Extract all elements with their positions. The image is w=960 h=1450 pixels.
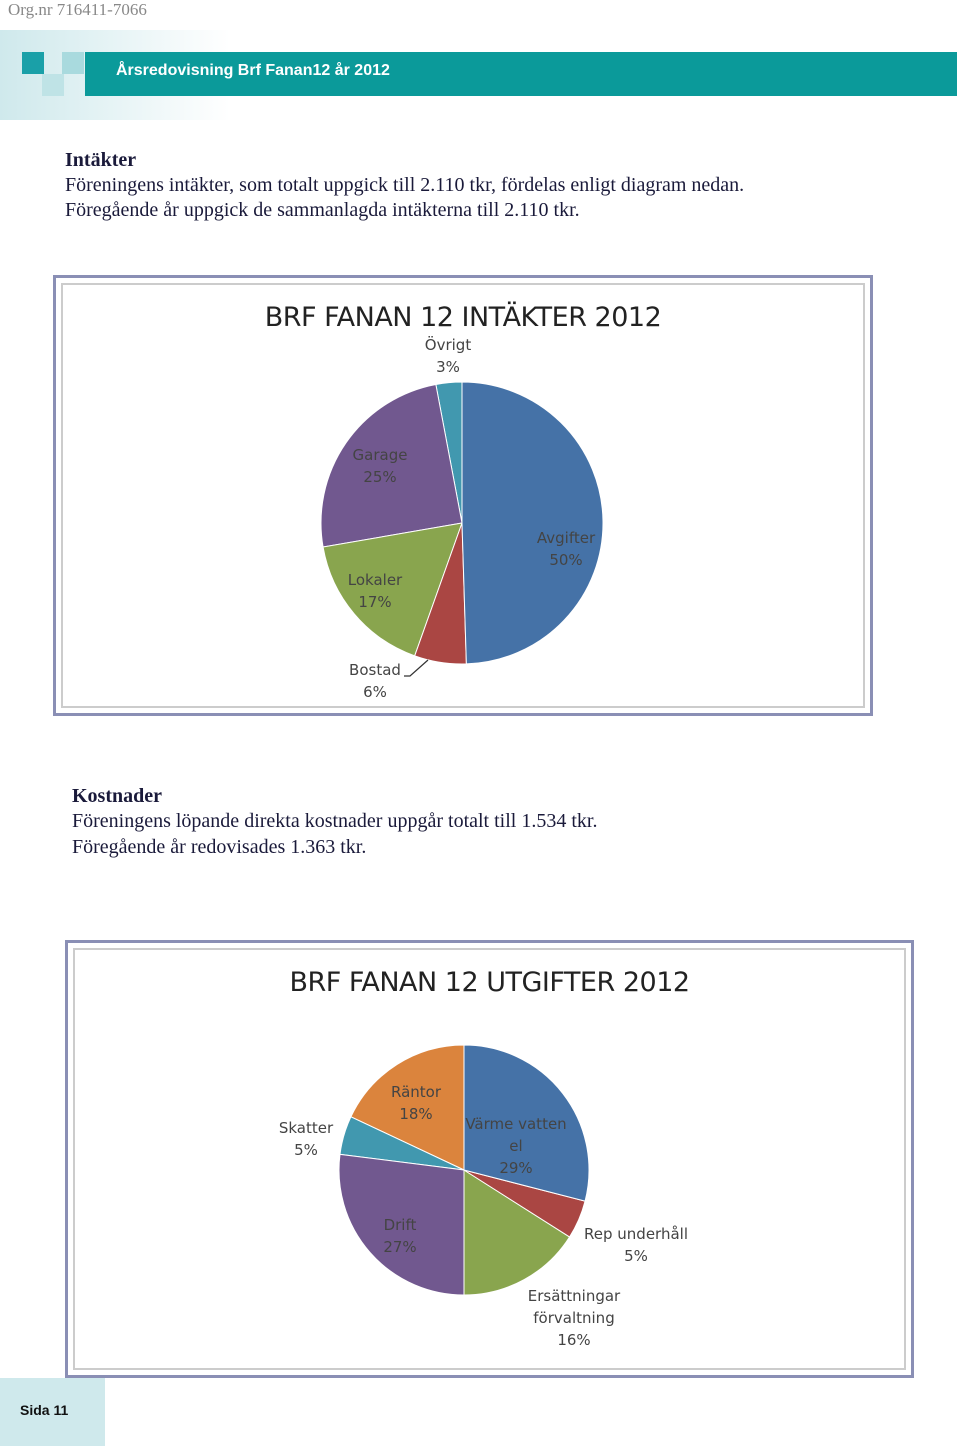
pie-slice <box>322 522 463 657</box>
category-label: Rep underhåll <box>584 1225 688 1243</box>
slice-label: Garage 25% <box>335 444 425 488</box>
category-label: Lokaler <box>347 571 403 589</box>
pie-slice <box>350 1044 465 1171</box>
slice-label: Skatter 5% <box>266 1117 346 1161</box>
value-label: 5% <box>624 1247 648 1265</box>
value-label: 50% <box>549 551 583 569</box>
section-heading: Intäkter <box>65 149 137 171</box>
paragraph-line: Föregående år redovisades 1.363 tkr. <box>72 836 367 858</box>
category-label: Avgifter <box>536 529 596 547</box>
slice-label: Räntor 18% <box>376 1081 456 1125</box>
section-heading: Kostnader <box>72 785 162 807</box>
header-square <box>42 74 64 96</box>
value-label: 6% <box>363 683 387 701</box>
page-number: Sida 11 <box>20 1402 69 1418</box>
paragraph-line: Föreningens intäkter, som totalt uppgick… <box>65 174 745 196</box>
value-label: 27% <box>383 1238 417 1256</box>
chart-title: BRF FANAN 12 UTGIFTER 2012 <box>289 967 690 998</box>
chart-title: BRF FANAN 12 INTÄKTER 2012 <box>264 302 662 333</box>
value-label: 16% <box>557 1331 591 1349</box>
org-number: Org.nr 716411-7066 <box>8 0 147 19</box>
slice-label: Värme vatten el 29% <box>461 1113 571 1179</box>
value-label: 17% <box>358 593 392 611</box>
category-label: Räntor <box>390 1083 442 1101</box>
chart-frame: BRF FANAN 12 UTGIFTER 2012 <box>65 940 914 1378</box>
slice-label: Rep underhåll 5% <box>576 1223 696 1267</box>
chart-frame: BRF FANAN 12 INTÄKTER 2012 <box>53 275 873 716</box>
slice-label: Ersättningar förvaltning 16% <box>524 1285 624 1351</box>
pie-slice <box>463 1044 590 1202</box>
category-label: Värme vatten el <box>465 1115 567 1155</box>
leader-line <box>404 659 429 677</box>
slice-label: Drift 27% <box>360 1214 440 1258</box>
category-label: Drift <box>383 1216 417 1234</box>
slice-label: Bostad 6% <box>330 659 420 703</box>
pie-slice <box>463 1169 571 1296</box>
value-label: 25% <box>363 468 397 486</box>
value-label: 3% <box>436 358 460 376</box>
slice-label: Lokaler 17% <box>330 569 420 613</box>
category-label: Bostad <box>349 661 401 679</box>
pie-slice <box>320 383 463 548</box>
paragraph-line: Föregående år uppgick de sammanlagda int… <box>65 199 580 221</box>
value-label: 5% <box>294 1141 318 1159</box>
category-label: Ersättningar förvaltning <box>527 1287 621 1327</box>
category-label: Övrigt <box>424 336 472 354</box>
paragraph-line: Föreningens löpande direkta kostnader up… <box>72 810 598 832</box>
slice-label: Avgifter 50% <box>516 527 616 571</box>
pie-slice <box>461 381 604 665</box>
header-bar <box>85 52 957 96</box>
header-square <box>62 52 84 74</box>
pie-slice <box>338 1153 465 1296</box>
header-square <box>22 52 44 74</box>
category-label: Skatter <box>278 1119 334 1137</box>
value-label: 29% <box>499 1159 533 1177</box>
header-title: Årsredovisning Brf Fanan12 år 2012 <box>116 62 390 79</box>
value-label: 18% <box>399 1105 433 1123</box>
footer-box <box>0 1378 105 1446</box>
slice-label: Övrigt 3% <box>403 334 493 378</box>
category-label: Garage <box>352 446 408 464</box>
